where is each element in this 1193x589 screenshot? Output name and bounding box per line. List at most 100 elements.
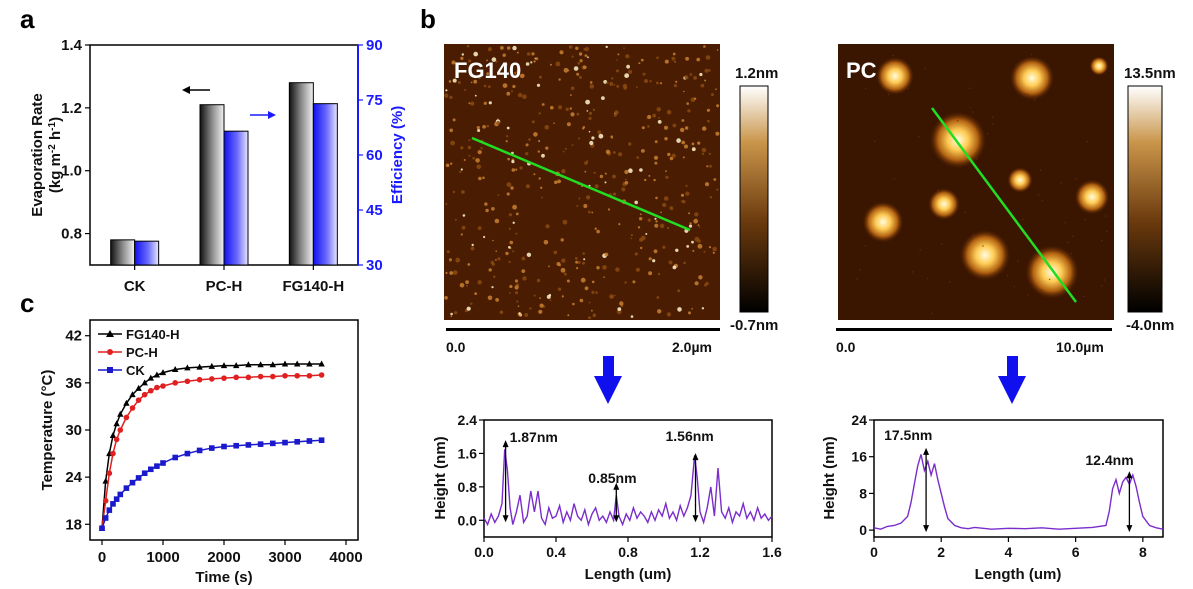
afm-grain [584, 47, 590, 52]
afm-grain [702, 126, 707, 131]
afm-grain [586, 160, 589, 163]
y2-tick-label-2: 60 [366, 147, 383, 164]
panel-letter-a: a [20, 4, 35, 34]
afm-grain [558, 264, 562, 267]
afm-grain [466, 44, 470, 48]
afm-grain [657, 272, 661, 276]
afm-grain [606, 81, 609, 84]
afm-grain [605, 45, 608, 49]
afm-grain [609, 82, 614, 86]
afm-grain [577, 62, 581, 65]
panel-a-x-axis: CK PC-H FG140-H [124, 265, 344, 295]
afm-grain [591, 211, 594, 214]
afm-grain [609, 294, 614, 299]
y-tick-label-1: 0.8 [458, 479, 478, 495]
afm-grain [704, 79, 707, 82]
afm-grain [519, 73, 525, 79]
y2-tick-label-0: 30 [366, 257, 383, 274]
afm-grain [611, 137, 613, 139]
y-tick-label-3: 2.4 [458, 412, 478, 428]
afm-speck [969, 87, 971, 89]
afm-grain [589, 140, 594, 146]
afm-speck [1105, 215, 1107, 217]
afm-grain [688, 212, 691, 215]
afm-grain [693, 218, 699, 224]
afm-grain [465, 280, 469, 284]
afm-grain [571, 144, 574, 147]
afm-grain [667, 152, 671, 157]
afm-grain [486, 59, 488, 62]
afm-grain [468, 59, 472, 63]
afm-grain [530, 61, 533, 64]
profile-right-annotations: 17.5nm 12.4nm [884, 427, 1134, 533]
afm-grain [673, 84, 678, 88]
afm-grain [539, 297, 541, 299]
afm-grain [635, 86, 638, 89]
afm-grain [672, 123, 677, 128]
point-fg140-h-5 [117, 410, 124, 417]
point-pc-h-16 [209, 376, 215, 382]
afm-grain [604, 181, 607, 184]
profile-left-chart: 0.0 0.4 0.8 1.2 1.6 0.0 0.8 1.6 2.4 1.87nm 0.85nm… [432, 412, 782, 583]
afm-grain [654, 161, 658, 165]
afm-grain [445, 89, 448, 92]
afm-grain [514, 72, 516, 74]
height-arrowhead-top-2 [692, 453, 699, 461]
afm-grain [637, 226, 641, 229]
panel-c-axes: 0 1000 2000 3000 4000 18 24 30 36 42 [65, 328, 362, 566]
y-tick-label-0: 0.8 [61, 226, 82, 243]
afm-grain [662, 245, 666, 249]
afm-grain [500, 46, 504, 50]
afm-grain [487, 47, 492, 52]
afm-grain [641, 126, 645, 130]
point-pc-h-6 [123, 414, 130, 421]
afm-grain [578, 52, 583, 56]
afm-grain [474, 292, 478, 295]
afm-grain [653, 249, 658, 254]
point-pc-h-12 [160, 383, 166, 389]
afm-speck [1034, 97, 1037, 99]
bar-efficiency-1 [223, 130, 249, 266]
afm-grain [689, 73, 693, 76]
afm-grain [613, 294, 616, 297]
afm-grain [570, 86, 575, 91]
bar-evaporation-0 [110, 239, 136, 266]
point-pc-h-21 [270, 373, 276, 380]
afm-left-axis-end: 2.0µm [672, 339, 712, 355]
height-arrowhead-bottom-2 [692, 515, 699, 523]
point-ck-13 [172, 454, 178, 461]
panel-letter-b: b [420, 4, 436, 34]
afm-image-pc: PC 0.0 10.0µm 13.5nm -4.0nm [836, 44, 1176, 355]
point-ck-1 [102, 515, 109, 521]
point-fg140-h-16 [208, 362, 215, 369]
point-pc-h-11 [154, 384, 160, 391]
point-fg140-h-24 [306, 360, 313, 367]
afm-grain [594, 227, 597, 230]
point-pc-h-17 [221, 375, 227, 381]
afm-grain [448, 80, 452, 83]
afm-grain [652, 259, 656, 263]
afm-grain [555, 61, 561, 67]
afm-right-axis-start: 0.0 [836, 339, 856, 355]
afm-grain [494, 218, 500, 224]
afm-grain [461, 53, 464, 56]
afm-grain [558, 78, 561, 81]
y-tick-label-2: 30 [65, 422, 82, 439]
afm-speck [1040, 289, 1043, 292]
afm-grain [521, 269, 526, 273]
afm-speck [1037, 194, 1040, 196]
point-ck-5 [117, 491, 124, 498]
point-pc-h-9 [141, 391, 148, 398]
afm-grain [659, 82, 663, 85]
afm-grain [668, 260, 673, 265]
afm-grain [674, 61, 676, 63]
point-ck-8 [135, 475, 142, 481]
afm-grain [706, 165, 709, 168]
afm-grain [634, 200, 638, 205]
point-ck-19 [245, 442, 252, 448]
afm-grain [636, 156, 640, 159]
afm-grain [454, 218, 457, 221]
afm-grain [604, 252, 609, 257]
afm-grain [648, 257, 652, 261]
bar-evaporation-2 [288, 82, 314, 266]
